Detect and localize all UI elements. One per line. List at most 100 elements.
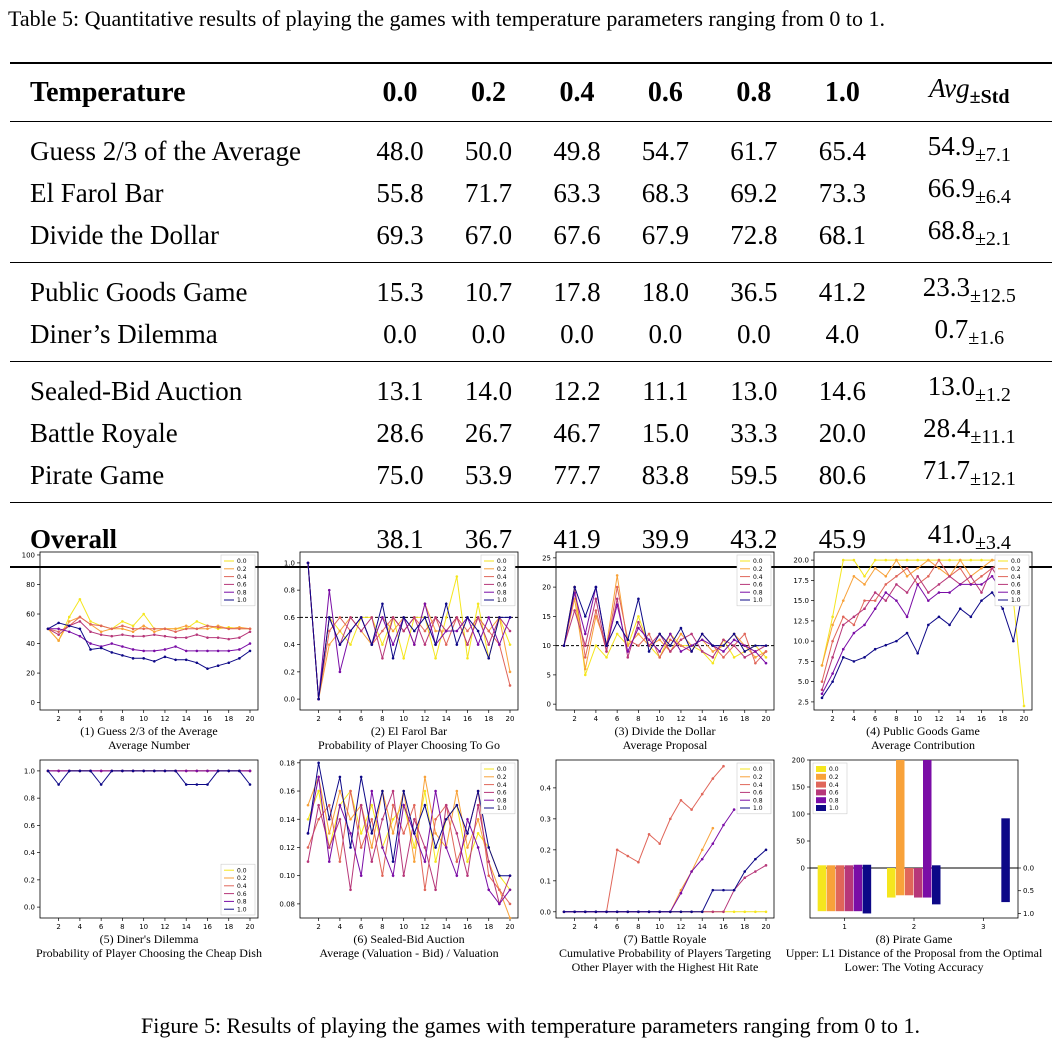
data-point <box>476 817 480 821</box>
data-point <box>626 656 630 659</box>
data-point <box>466 643 469 646</box>
cell-value: 72.8 <box>709 214 799 263</box>
data-point <box>317 761 320 765</box>
data-point <box>594 585 598 589</box>
panel-caption: Lower: The Voting Accuracy <box>845 960 984 974</box>
data-point <box>615 597 619 601</box>
x-tick-label: 2 <box>830 715 834 723</box>
panel-caption: Probability of Player Choosing To Go <box>318 738 500 752</box>
data-point <box>743 632 747 636</box>
data-point <box>402 629 405 633</box>
upper-bar <box>1001 818 1010 868</box>
data-point <box>658 910 661 914</box>
data-point <box>852 631 856 635</box>
data-point <box>391 832 395 835</box>
data-point <box>743 870 747 873</box>
data-point <box>679 650 683 653</box>
data-point <box>359 803 363 807</box>
header-temp: 0.4 <box>532 62 622 122</box>
data-point <box>764 656 768 659</box>
panel-caption: Average (Valuation - Bid) / Valuation <box>319 946 498 960</box>
legend-label: 1.0 <box>1011 597 1021 604</box>
data-point <box>884 599 888 602</box>
data-point <box>206 636 209 639</box>
cell-value: 39.9 <box>621 502 710 568</box>
data-point <box>444 817 448 821</box>
data-point <box>711 910 715 914</box>
header-avg: Avg±Std <box>886 62 1052 122</box>
header-temp: 0.6 <box>621 62 710 122</box>
y-tick-label: 10.0 <box>793 638 809 646</box>
data-point <box>78 615 82 619</box>
cell-value: 41.9 <box>532 502 622 568</box>
y-tick-label: 20 <box>542 584 551 592</box>
x-tick-label: 18 <box>484 715 493 723</box>
data-point <box>884 591 888 594</box>
data-point <box>359 775 363 779</box>
data-point <box>57 639 60 642</box>
table-header-row: Temperature 0.0 0.2 0.4 0.6 0.8 1.0 Avg±… <box>10 62 1052 122</box>
cell-value: 80.6 <box>798 454 887 503</box>
data-point <box>669 910 672 914</box>
lower-bar <box>835 868 845 912</box>
data-point <box>306 561 310 565</box>
data-point <box>658 842 661 845</box>
x-tick-label: 16 <box>203 715 212 723</box>
x-tick-label: 6 <box>873 715 878 723</box>
y-tick-label: 0.08 <box>279 900 295 908</box>
data-point <box>327 832 331 835</box>
series-line <box>564 827 714 913</box>
results-table: Temperature 0.0 0.2 0.4 0.6 0.8 1.0 Avg±… <box>10 62 1052 568</box>
data-point <box>895 575 898 578</box>
data-point <box>195 627 199 631</box>
x-tick-label: 12 <box>676 715 685 723</box>
data-point <box>317 817 320 821</box>
data-point <box>937 615 941 619</box>
cell-avg: 0.7±1.6 <box>886 313 1052 362</box>
panel-caption: (3) Divide the Dollar <box>615 724 716 738</box>
data-point <box>455 789 459 793</box>
data-point <box>78 620 82 623</box>
header-temp: 0.8 <box>709 62 799 122</box>
data-point <box>679 910 683 914</box>
data-point <box>884 643 888 647</box>
data-point <box>679 632 683 636</box>
data-point <box>605 656 608 659</box>
data-point <box>895 639 898 643</box>
cell-value: 53.9 <box>444 454 533 503</box>
data-point <box>327 846 331 849</box>
data-point <box>831 623 834 627</box>
data-point <box>391 789 395 793</box>
lower-bar <box>817 868 827 912</box>
x-tick-label: 16 <box>977 715 986 723</box>
cell-value: 43.2 <box>709 502 799 568</box>
series-line <box>821 559 1025 690</box>
data-point <box>121 620 124 623</box>
y-tick-label: 0.6 <box>24 822 36 830</box>
data-point <box>583 667 587 671</box>
series-line <box>48 628 251 652</box>
data-point <box>732 632 736 636</box>
y2-tick-label: 0.0 <box>1023 865 1034 873</box>
data-point <box>216 649 220 653</box>
data-point <box>732 910 736 914</box>
cell-avg: 66.9±6.4 <box>927 173 1011 208</box>
data-point <box>327 588 331 592</box>
y-tick-label: 150 <box>792 784 805 792</box>
data-point <box>487 860 491 863</box>
legend-label: 0.4 <box>753 782 763 789</box>
y-tick-label: 0.2 <box>284 668 295 676</box>
cell-value: 68.1 <box>798 214 887 263</box>
data-point <box>67 620 71 623</box>
data-point <box>583 615 587 618</box>
legend-label: 0.2 <box>829 774 839 781</box>
data-point <box>131 630 135 634</box>
series-line <box>564 849 767 913</box>
data-point <box>78 634 82 638</box>
x-tick-label: 10 <box>655 923 664 931</box>
chart-panel: 0.00.20.40.60.81.02 4 6 8 10 12 14 16 18 200.00.2… <box>284 551 519 752</box>
lower-bar <box>844 868 854 912</box>
row-name: Divide the Dollar <box>10 214 356 263</box>
data-point <box>605 644 608 647</box>
